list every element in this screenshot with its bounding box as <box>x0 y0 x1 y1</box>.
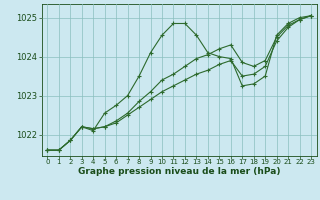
X-axis label: Graphe pression niveau de la mer (hPa): Graphe pression niveau de la mer (hPa) <box>78 167 280 176</box>
